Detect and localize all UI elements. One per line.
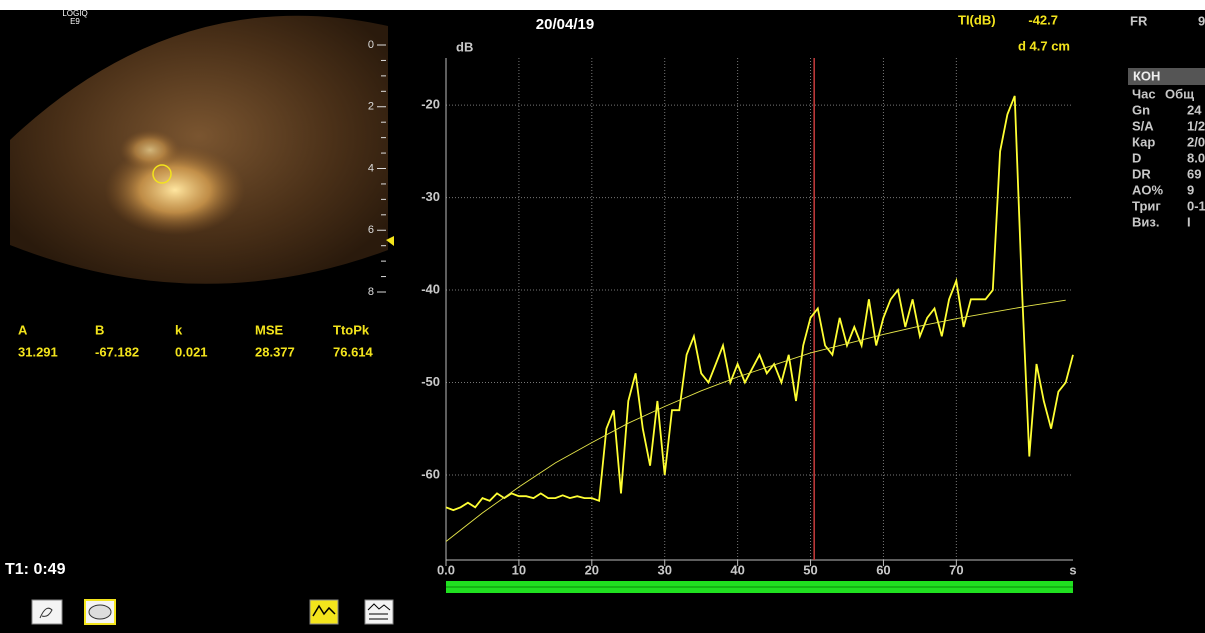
table-value: 28.377 bbox=[255, 344, 295, 359]
table-value: 31.291 bbox=[18, 344, 58, 359]
depth-label: 8 bbox=[368, 286, 374, 298]
param-label: Gn bbox=[1132, 102, 1150, 117]
trace-tool[interactable] bbox=[32, 600, 62, 624]
depth-label: 6 bbox=[368, 224, 374, 236]
depth-label: 4 bbox=[368, 162, 374, 174]
depth-readout: d 4.7 cm bbox=[1018, 38, 1070, 53]
param-value: 0-1 bbox=[1187, 198, 1205, 213]
y-tick-label: -50 bbox=[421, 374, 440, 389]
table-tool[interactable] bbox=[365, 600, 393, 624]
table-value: 0.021 bbox=[175, 344, 208, 359]
param-value: Общ bbox=[1165, 86, 1194, 101]
contrast-region bbox=[120, 130, 180, 170]
date: 20/04/19 bbox=[536, 16, 594, 33]
depth-label: 0 bbox=[368, 39, 374, 51]
depth-label: 2 bbox=[368, 101, 374, 113]
ti-label: TI(dB) bbox=[958, 12, 996, 27]
param-value: 69 bbox=[1187, 166, 1201, 181]
table-header: k bbox=[175, 322, 183, 337]
table-value: -67.182 bbox=[95, 344, 139, 359]
fr-label: FR bbox=[1130, 13, 1148, 28]
y-tick-label: -20 bbox=[421, 97, 440, 112]
timer: T1: 0:49 bbox=[5, 561, 66, 578]
fit-curve bbox=[446, 300, 1066, 541]
param-value: 2/0 bbox=[1187, 134, 1205, 149]
ti-value: -42.7 bbox=[1028, 12, 1058, 27]
param-label: Час bbox=[1132, 86, 1156, 101]
param-value: 9 bbox=[1187, 182, 1194, 197]
section-title: КОН bbox=[1133, 68, 1160, 83]
param-value: 1/2 bbox=[1187, 118, 1205, 133]
table-header: MSE bbox=[255, 322, 284, 337]
param-label: Триг bbox=[1132, 198, 1161, 213]
table-header: TtoPk bbox=[333, 322, 370, 337]
device-model: E9 bbox=[70, 17, 80, 26]
param-label: AO% bbox=[1132, 182, 1164, 197]
table-value: 76.614 bbox=[333, 344, 374, 359]
param-label: D bbox=[1132, 150, 1141, 165]
param-label: S/A bbox=[1132, 118, 1154, 133]
y-axis-label: dB bbox=[456, 39, 473, 54]
param-label: Виз. bbox=[1132, 214, 1159, 229]
param-label: Кар bbox=[1132, 134, 1155, 149]
param-label: DR bbox=[1132, 166, 1151, 181]
y-tick-label: -60 bbox=[421, 466, 440, 481]
y-tick-label: -40 bbox=[421, 281, 440, 296]
param-value: 8.0 bbox=[1187, 150, 1205, 165]
table-header: A bbox=[18, 322, 28, 337]
param-value: I bbox=[1187, 214, 1191, 229]
fr-value: 9 bbox=[1198, 13, 1205, 28]
screen: LOGIQ E9 T1: 0:49 20/04/19 TI(dB) -42.7 … bbox=[0, 0, 1205, 628]
intensity-curve bbox=[446, 96, 1073, 510]
y-tick-label: -30 bbox=[421, 189, 440, 204]
ellipse-glyph bbox=[89, 605, 111, 619]
x-axis-label: s bbox=[1069, 562, 1076, 577]
table-header: B bbox=[95, 322, 104, 337]
param-value: 24 bbox=[1187, 102, 1202, 117]
page: LOGIQ E9 T1: 0:49 20/04/19 TI(dB) -42.7 … bbox=[0, 0, 1205, 628]
top-strip bbox=[0, 0, 1205, 10]
